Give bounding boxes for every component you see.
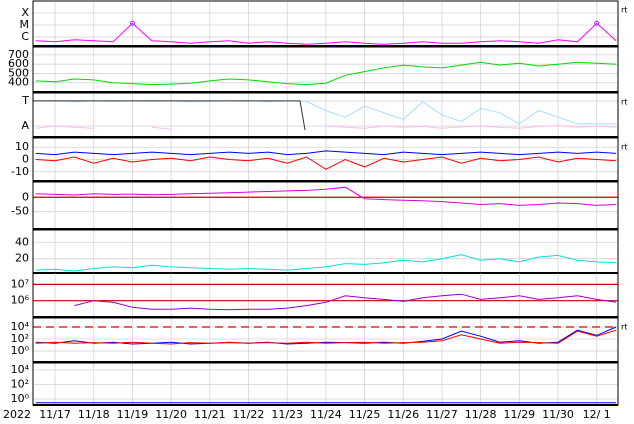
- x-tick-label: 11/30: [542, 408, 574, 421]
- series-line: [35, 329, 617, 345]
- x-tick-label: 11/17: [39, 408, 71, 421]
- y-tick-label: C: [21, 30, 29, 43]
- y-tick-label: 10: [15, 140, 29, 153]
- y-tick-label: M: [20, 18, 30, 31]
- side-label: rt: [621, 323, 627, 332]
- series-line: [35, 156, 617, 170]
- y-tick-label: 10⁴: [11, 363, 30, 376]
- x-tick-label: 11/25: [349, 408, 381, 421]
- x-tick-label: 11/18: [78, 408, 110, 421]
- y-tick-label: 10²: [11, 378, 29, 391]
- y-tick-label: 400: [8, 76, 29, 89]
- y-tick-label: 20: [15, 252, 29, 265]
- series-line: [35, 22, 617, 45]
- event-marker: [129, 20, 135, 26]
- side-label: rt: [621, 6, 627, 15]
- x-tick-label: 11/20: [155, 408, 187, 421]
- x-tick-label: 11/23: [271, 408, 303, 421]
- x-tick-label: 11/27: [426, 408, 458, 421]
- series-line: [35, 186, 617, 206]
- series-line: [35, 125, 617, 130]
- y-tick-label: 10⁰: [11, 344, 30, 357]
- x-tick-label: 11/26: [387, 408, 419, 421]
- series-line: [35, 150, 617, 156]
- series-line: [35, 326, 617, 345]
- y-tick-label: X: [21, 6, 29, 19]
- series-line: [35, 254, 617, 272]
- x-tick-label: 11/24: [310, 408, 342, 421]
- event-marker: [594, 20, 600, 26]
- series-line: [35, 61, 617, 86]
- x-tick-label: 11/22: [233, 408, 265, 421]
- y-tick-label: 10⁶: [11, 294, 30, 307]
- x-tick-label: 12/ 1: [583, 408, 611, 421]
- y-tick-label: 0: [22, 153, 29, 166]
- side-label: rt: [621, 98, 627, 107]
- y-tick-label: 10⁰: [11, 392, 30, 405]
- y-tick-label: T: [21, 94, 29, 107]
- series-line: [33, 100, 306, 131]
- y-tick-label: -10: [11, 165, 29, 178]
- series-line: [74, 293, 617, 311]
- x-tick-label: 11/29: [503, 408, 535, 421]
- x-tick-label: 11/19: [117, 408, 149, 421]
- y-tick-label: -50: [11, 205, 29, 218]
- y-tick-label: A: [21, 119, 29, 132]
- y-tick-label: 10²: [11, 332, 29, 345]
- y-tick-label: 40: [15, 235, 29, 248]
- y-tick-label: 10⁷: [11, 277, 29, 290]
- x-tick-label: 11/21: [194, 408, 226, 421]
- y-tick-label: 500: [8, 66, 29, 79]
- y-tick-label: 10⁴: [11, 320, 30, 333]
- x-tick-label: 11/28: [465, 408, 497, 421]
- y-tick-label: 600: [8, 57, 29, 70]
- y-tick-label: 700: [8, 48, 29, 61]
- y-tick-label: 0: [22, 190, 29, 203]
- side-label: rt: [621, 143, 627, 152]
- x-axis-label: 2022: [3, 408, 31, 421]
